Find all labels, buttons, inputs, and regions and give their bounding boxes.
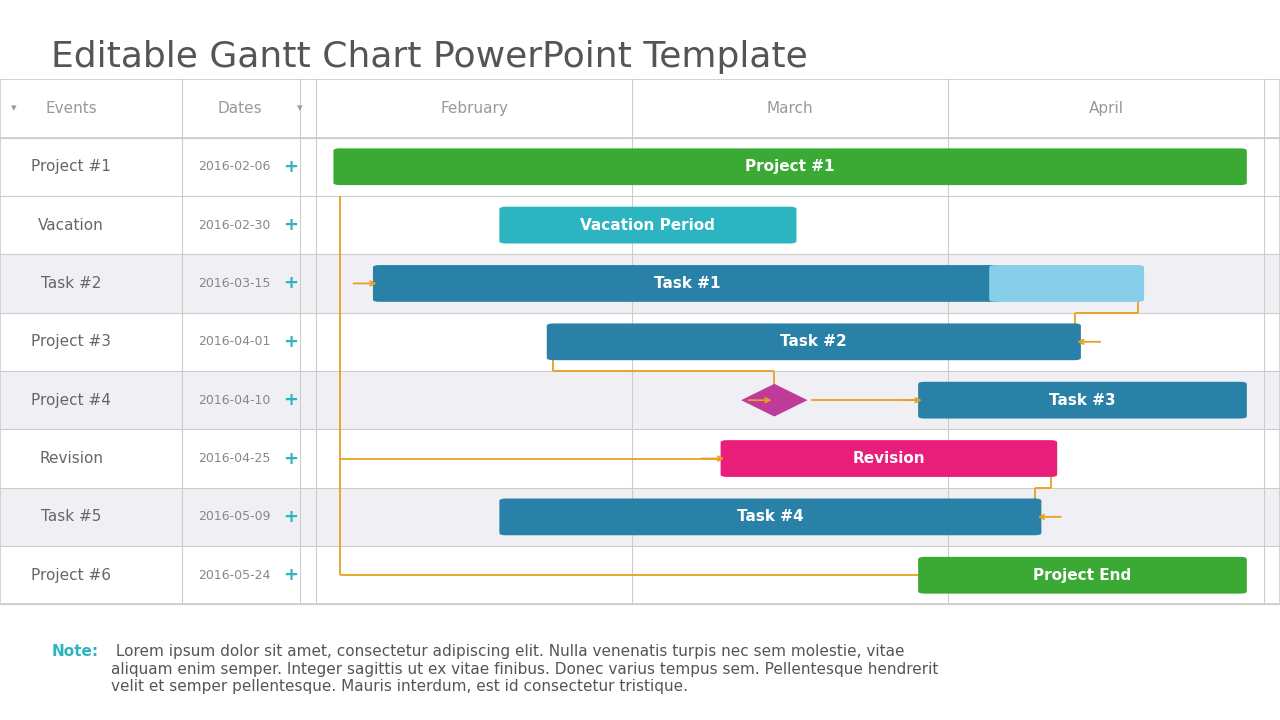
Text: Vacation: Vacation: [38, 217, 104, 233]
FancyBboxPatch shape: [547, 323, 1080, 360]
Text: 2016-02-30: 2016-02-30: [197, 219, 270, 232]
Text: +: +: [283, 158, 298, 176]
Text: 2016-04-25: 2016-04-25: [197, 452, 270, 465]
FancyBboxPatch shape: [918, 382, 1247, 418]
FancyBboxPatch shape: [918, 557, 1247, 593]
Text: Revision: Revision: [852, 451, 925, 466]
Text: ▾: ▾: [297, 104, 302, 113]
Bar: [0, 371, 1280, 429]
Text: Project #6: Project #6: [31, 568, 111, 582]
FancyBboxPatch shape: [499, 207, 796, 243]
Text: Task #2: Task #2: [781, 334, 847, 349]
FancyBboxPatch shape: [499, 498, 1042, 535]
Text: +: +: [283, 216, 298, 234]
Text: Task #2: Task #2: [41, 276, 101, 291]
Text: Project #1: Project #1: [745, 159, 835, 174]
Bar: [0, 254, 1280, 312]
FancyBboxPatch shape: [333, 148, 1247, 185]
Text: +: +: [283, 333, 298, 351]
Text: Task #4: Task #4: [737, 509, 804, 524]
Bar: [0, 487, 1280, 546]
Text: +: +: [283, 449, 298, 467]
FancyBboxPatch shape: [372, 265, 1002, 302]
Text: Project #4: Project #4: [31, 392, 111, 408]
Text: Dates: Dates: [218, 101, 262, 116]
Text: +: +: [283, 508, 298, 526]
FancyBboxPatch shape: [721, 440, 1057, 477]
Text: Note:: Note:: [51, 644, 99, 660]
Text: +: +: [283, 274, 298, 292]
Text: Revision: Revision: [40, 451, 104, 466]
Text: +: +: [283, 391, 298, 409]
Text: Task #3: Task #3: [1050, 392, 1116, 408]
Text: March: March: [767, 101, 813, 116]
Text: Vacation Period: Vacation Period: [580, 217, 716, 233]
Text: Task #1: Task #1: [654, 276, 721, 291]
Text: April: April: [1089, 101, 1124, 116]
Text: 2016-04-10: 2016-04-10: [197, 394, 270, 407]
Text: Task #5: Task #5: [41, 509, 101, 524]
Text: Lorem ipsum dolor sit amet, consectetur adipiscing elit. Nulla venenatis turpis : Lorem ipsum dolor sit amet, consectetur …: [111, 644, 938, 694]
Text: ▾: ▾: [12, 104, 17, 113]
Text: Editable Gantt Chart PowerPoint Template: Editable Gantt Chart PowerPoint Template: [51, 40, 808, 73]
Text: 2016-03-15: 2016-03-15: [197, 277, 270, 290]
Text: 2016-04-01: 2016-04-01: [197, 336, 270, 348]
Text: 2016-02-06: 2016-02-06: [197, 161, 270, 174]
FancyBboxPatch shape: [989, 265, 1144, 302]
Text: Project #3: Project #3: [31, 334, 111, 349]
Text: Project #1: Project #1: [31, 159, 111, 174]
Text: 2016-05-24: 2016-05-24: [197, 569, 270, 582]
Polygon shape: [741, 384, 808, 416]
Text: Events: Events: [45, 101, 97, 116]
Text: +: +: [283, 566, 298, 584]
Text: February: February: [440, 101, 508, 116]
Text: 2016-05-09: 2016-05-09: [197, 510, 270, 523]
Text: Project End: Project End: [1033, 568, 1132, 582]
